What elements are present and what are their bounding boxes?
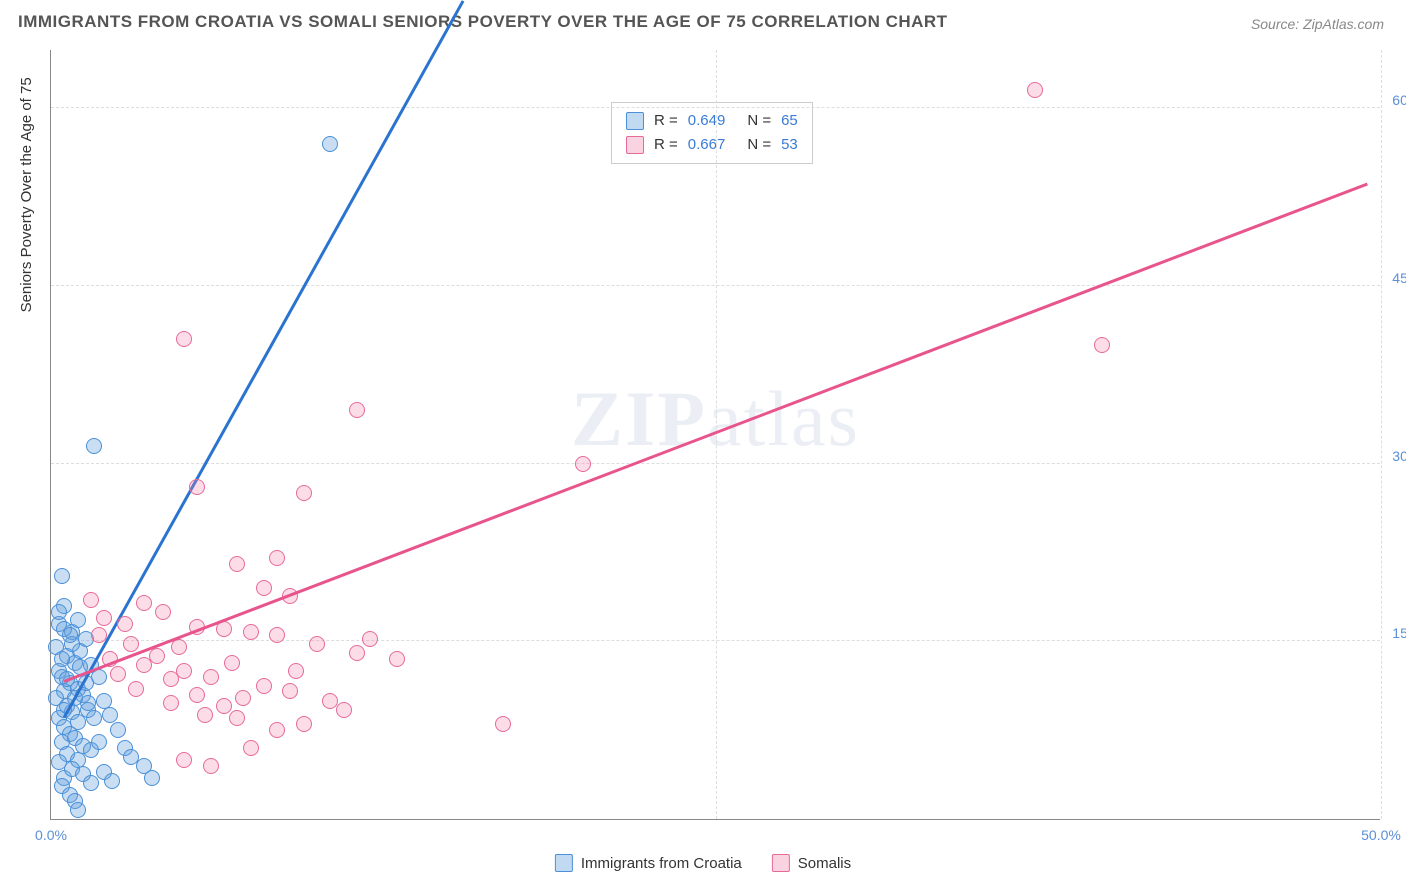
legend-row-croatia: R = 0.649 N = 65 (626, 109, 798, 133)
data-point (96, 610, 112, 626)
data-point (256, 678, 272, 694)
data-point (243, 624, 259, 640)
legend-label-croatia: Immigrants from Croatia (581, 855, 742, 872)
correlation-legend: R = 0.649 N = 65 R = 0.667 N = 53 (611, 102, 813, 164)
data-point (136, 595, 152, 611)
data-point (309, 636, 325, 652)
data-point (189, 479, 205, 495)
y-axis-title: Seniors Poverty Over the Age of 75 (18, 77, 35, 312)
data-point (349, 645, 365, 661)
swatch-blue-icon (626, 112, 644, 130)
data-point (288, 663, 304, 679)
y-tick-label: 15.0% (1392, 625, 1406, 641)
series-legend: Immigrants from Croatia Somalis (555, 854, 851, 872)
data-point (575, 456, 591, 472)
data-point (322, 136, 338, 152)
n-value-somalis: 53 (781, 133, 798, 157)
data-point (269, 627, 285, 643)
data-point (362, 631, 378, 647)
legend-item-somalis: Somalis (772, 854, 851, 872)
x-tick-label: 0.0% (35, 827, 67, 843)
data-point (229, 710, 245, 726)
y-tick-label: 45.0% (1392, 270, 1406, 286)
data-point (495, 716, 511, 732)
data-point (110, 722, 126, 738)
data-point (86, 710, 102, 726)
data-point (83, 775, 99, 791)
data-point (296, 485, 312, 501)
swatch-blue-icon (555, 854, 573, 872)
data-point (203, 669, 219, 685)
data-point (203, 758, 219, 774)
legend-item-croatia: Immigrants from Croatia (555, 854, 742, 872)
r-value-croatia: 0.649 (688, 109, 726, 133)
data-point (83, 592, 99, 608)
scatter-plot-area: ZIPatlas R = 0.649 N = 65 R = 0.667 N = … (50, 50, 1380, 820)
data-point (282, 683, 298, 699)
data-point (235, 690, 251, 706)
y-tick-label: 60.0% (1392, 92, 1406, 108)
data-point (216, 621, 232, 637)
data-point (70, 802, 86, 818)
data-point (163, 671, 179, 687)
r-label: R = (654, 133, 678, 157)
data-point (91, 627, 107, 643)
data-point (163, 695, 179, 711)
data-point (110, 666, 126, 682)
data-point (104, 773, 120, 789)
data-point (149, 648, 165, 664)
data-point (176, 752, 192, 768)
data-point (224, 655, 240, 671)
source-attribution: Source: ZipAtlas.com (1251, 16, 1384, 32)
data-point (62, 627, 78, 643)
data-point (86, 438, 102, 454)
data-point (155, 604, 171, 620)
data-point (197, 707, 213, 723)
data-point (256, 580, 272, 596)
data-point (269, 550, 285, 566)
gridline-vertical (716, 50, 717, 819)
chart-title: IMMIGRANTS FROM CROATIA VS SOMALI SENIOR… (18, 12, 948, 32)
data-point (128, 681, 144, 697)
data-point (336, 702, 352, 718)
data-point (123, 636, 139, 652)
r-value-somalis: 0.667 (688, 133, 726, 157)
swatch-pink-icon (772, 854, 790, 872)
n-label: N = (747, 133, 771, 157)
n-label: N = (747, 109, 771, 133)
gridline-vertical (1381, 50, 1382, 819)
data-point (54, 651, 70, 667)
data-point (243, 740, 259, 756)
r-label: R = (654, 109, 678, 133)
x-tick-label: 50.0% (1361, 827, 1401, 843)
data-point (171, 639, 187, 655)
data-point (389, 651, 405, 667)
legend-label-somalis: Somalis (798, 855, 851, 872)
data-point (216, 698, 232, 714)
data-point (54, 568, 70, 584)
data-point (70, 612, 86, 628)
data-point (51, 604, 67, 620)
data-point (91, 734, 107, 750)
data-point (229, 556, 245, 572)
data-point (269, 722, 285, 738)
data-point (1027, 82, 1043, 98)
n-value-croatia: 65 (781, 109, 798, 133)
data-point (349, 402, 365, 418)
data-point (102, 707, 118, 723)
data-point (1094, 337, 1110, 353)
swatch-pink-icon (626, 136, 644, 154)
y-tick-label: 30.0% (1392, 448, 1406, 464)
data-point (176, 331, 192, 347)
data-point (296, 716, 312, 732)
data-point (117, 616, 133, 632)
data-point (189, 687, 205, 703)
data-point (144, 770, 160, 786)
legend-row-somalis: R = 0.667 N = 53 (626, 133, 798, 157)
